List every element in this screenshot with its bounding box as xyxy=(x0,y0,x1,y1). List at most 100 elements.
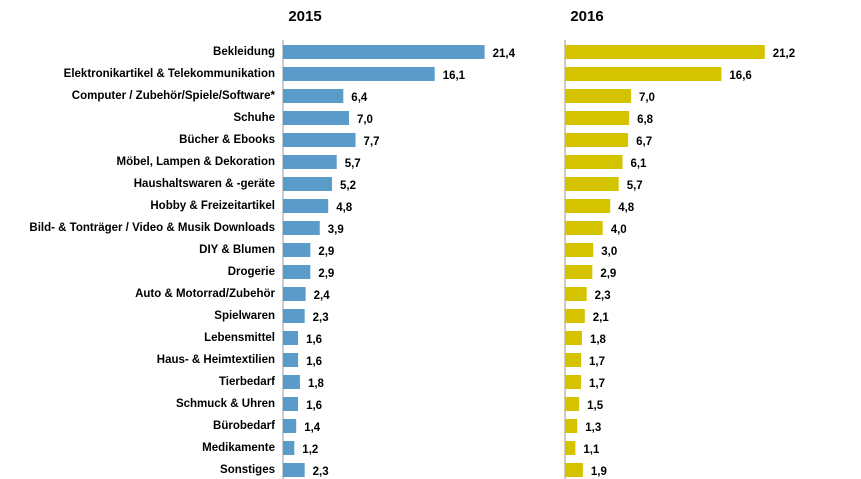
category-label: Elektronikartikel & Telekommunikation xyxy=(64,68,275,80)
value-label: 16,1 xyxy=(443,70,466,82)
value-label: 7,0 xyxy=(639,92,655,104)
value-label: 2,9 xyxy=(600,268,616,280)
bar xyxy=(283,419,297,433)
category-label: Bild- & Tonträger / Video & Musik Downlo… xyxy=(29,222,275,234)
bar xyxy=(565,89,631,103)
category-label: Möbel, Lampen & Dekoration xyxy=(117,156,275,168)
value-label: 1,6 xyxy=(306,334,322,346)
value-label: 1,5 xyxy=(587,400,604,412)
value-label: 6,8 xyxy=(637,114,654,126)
bar xyxy=(565,331,582,345)
bar xyxy=(283,67,435,81)
value-label: 21,4 xyxy=(493,48,516,60)
value-label: 3,0 xyxy=(601,246,617,258)
value-label: 1,2 xyxy=(302,444,318,456)
category-label: Computer / Zubehör/Spiele/Software* xyxy=(72,90,276,102)
bar xyxy=(565,287,587,301)
value-label: 1,3 xyxy=(585,422,601,434)
value-label: 1,7 xyxy=(589,356,605,368)
category-label: Schuhe xyxy=(233,112,275,124)
value-label: 5,7 xyxy=(345,158,361,170)
bar xyxy=(283,45,485,59)
bar xyxy=(565,177,619,191)
bar xyxy=(283,309,305,323)
value-label: 7,0 xyxy=(357,114,373,126)
bar xyxy=(565,265,593,279)
bar xyxy=(283,111,349,125)
bar xyxy=(565,111,630,125)
bar xyxy=(283,287,306,301)
value-label: 1,9 xyxy=(591,466,607,478)
bar xyxy=(565,463,583,477)
value-label: 2,9 xyxy=(318,268,334,280)
value-label: 4,8 xyxy=(618,202,635,214)
bar xyxy=(565,243,594,257)
bar xyxy=(283,155,337,169)
bar xyxy=(283,199,329,213)
bar xyxy=(283,243,311,257)
value-label: 5,2 xyxy=(340,180,356,192)
bar xyxy=(565,133,629,147)
value-label: 4,0 xyxy=(611,224,627,236)
category-label: Tierbedarf xyxy=(219,376,275,388)
bar xyxy=(565,397,580,411)
bar xyxy=(283,177,332,191)
bar xyxy=(283,331,299,345)
value-label: 1,6 xyxy=(306,356,322,368)
value-label: 2,9 xyxy=(318,246,334,258)
value-label: 1,4 xyxy=(304,422,321,434)
bar xyxy=(565,155,623,169)
bar xyxy=(565,353,582,367)
bar xyxy=(565,375,582,389)
category-label: Haushaltswaren & -geräte xyxy=(134,178,275,190)
value-label: 1,8 xyxy=(590,334,607,346)
bar xyxy=(283,463,305,477)
bar xyxy=(565,199,611,213)
bar xyxy=(565,419,578,433)
value-label: 5,7 xyxy=(627,180,643,192)
value-label: 1,6 xyxy=(306,400,322,412)
panel-title: 2015 xyxy=(288,8,321,25)
category-label: Auto & Motorrad/Zubehör xyxy=(135,288,275,300)
bar xyxy=(283,221,320,235)
category-label: Drogerie xyxy=(228,266,275,278)
value-label: 2,3 xyxy=(595,290,611,302)
category-label: Haus- & Heimtextilien xyxy=(157,354,275,366)
bar xyxy=(283,353,299,367)
category-label: Lebensmittel xyxy=(204,332,275,344)
category-label: Bürobedarf xyxy=(213,420,275,432)
category-label: DIY & Blumen xyxy=(199,244,275,256)
value-label: 2,3 xyxy=(313,312,329,324)
category-label: Schmuck & Uhren xyxy=(176,398,275,410)
bar xyxy=(283,265,311,279)
value-label: 6,4 xyxy=(351,92,368,104)
value-label: 16,6 xyxy=(729,70,751,82)
value-label: 2,4 xyxy=(314,290,331,302)
value-label: 2,1 xyxy=(593,312,610,324)
value-label: 7,7 xyxy=(364,136,380,148)
value-label: 4,8 xyxy=(336,202,353,214)
bar xyxy=(565,45,765,59)
value-label: 1,1 xyxy=(583,444,600,456)
category-label: Spielwaren xyxy=(214,310,275,322)
category-label: Medikamente xyxy=(202,442,275,454)
bar xyxy=(565,309,585,323)
value-label: 6,7 xyxy=(636,136,652,148)
category-label: Hobby & Freizeitartikel xyxy=(150,200,275,212)
category-label: Bekleidung xyxy=(213,46,275,58)
bar xyxy=(283,133,356,147)
category-label: Bücher & Ebooks xyxy=(179,134,275,146)
bar xyxy=(565,221,603,235)
value-label: 21,2 xyxy=(773,48,795,60)
value-label: 6,1 xyxy=(630,158,647,170)
bar xyxy=(283,441,295,455)
bar xyxy=(565,67,722,81)
bar xyxy=(283,89,344,103)
panel-title: 2016 xyxy=(570,8,603,25)
bar xyxy=(283,375,300,389)
value-label: 3,9 xyxy=(328,224,344,236)
category-label: Sonstiges xyxy=(220,464,275,476)
value-label: 1,8 xyxy=(308,378,325,390)
value-label: 1,7 xyxy=(589,378,605,390)
